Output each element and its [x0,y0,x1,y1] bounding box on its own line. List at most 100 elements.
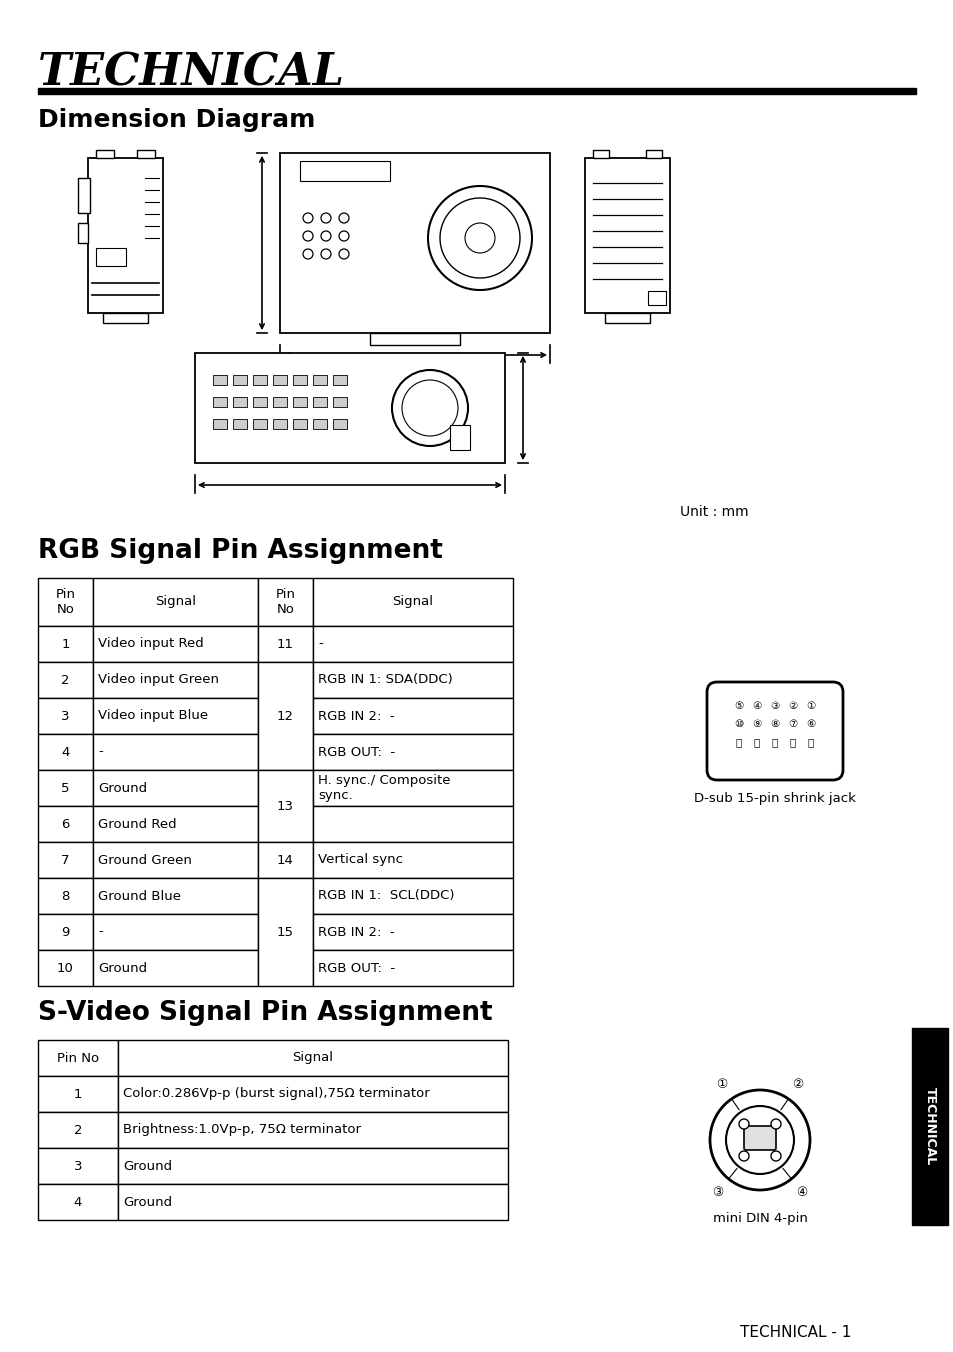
FancyBboxPatch shape [706,681,842,780]
Bar [313,734,513,771]
Bar [38,698,92,734]
Bar [313,419,327,429]
Bar [333,397,347,407]
Bar [92,771,257,806]
Text: ④: ④ [796,1186,807,1198]
Bar [38,1148,118,1184]
Bar [313,806,513,842]
Text: ⑮: ⑮ [735,737,741,748]
Text: D-sub 15-pin shrink jack: D-sub 15-pin shrink jack [694,792,855,804]
Bar [257,579,313,626]
Text: 11: 11 [276,638,294,650]
Text: 4: 4 [73,1195,82,1209]
Bar [313,914,513,950]
Bar [584,158,669,314]
Bar [233,375,247,385]
Text: ⑧: ⑧ [770,719,779,729]
Text: ⑨: ⑨ [752,719,760,729]
Text: Ground: Ground [123,1160,172,1172]
Text: ⑫: ⑫ [789,737,796,748]
Bar [273,397,287,407]
Text: 13: 13 [276,799,294,813]
Bar [92,877,257,914]
Bar [118,1148,507,1184]
Bar [38,626,92,662]
Text: Vertical sync: Vertical sync [317,853,402,867]
Circle shape [739,1119,748,1129]
Bar [313,877,513,914]
Bar [280,153,550,333]
Bar [293,419,307,429]
Text: 15: 15 [276,926,294,938]
Text: 10: 10 [57,961,74,975]
Bar [92,662,257,698]
Bar [96,150,113,158]
Bar [92,579,257,626]
Bar [299,161,390,181]
Text: TECHNICAL: TECHNICAL [38,51,345,95]
Bar [78,178,90,214]
Circle shape [739,1151,748,1161]
Text: Ground: Ground [98,961,147,975]
Bar [273,375,287,385]
Text: ①: ① [805,700,815,711]
Text: Brightness:1.0Vp-p, 75Ω terminator: Brightness:1.0Vp-p, 75Ω terminator [123,1124,360,1137]
Bar [213,419,227,429]
Bar [118,1184,507,1220]
Text: -: - [98,926,103,938]
Bar [118,1076,507,1111]
Bar [257,662,313,771]
Bar [92,626,257,662]
Text: Pin No: Pin No [57,1052,99,1064]
Bar [253,397,267,407]
Bar [78,223,88,243]
Text: ⑩: ⑩ [734,719,742,729]
Text: Video input Blue: Video input Blue [98,710,208,722]
Bar [92,734,257,771]
Bar [313,771,513,806]
Text: ③: ③ [712,1186,723,1198]
Bar [313,842,513,877]
Bar [450,425,470,450]
Text: Ground: Ground [123,1195,172,1209]
Text: 7: 7 [61,853,70,867]
Bar [38,771,92,806]
Text: mini DIN 4-pin: mini DIN 4-pin [712,1211,806,1225]
Bar [213,397,227,407]
Bar [313,397,327,407]
Text: Pin
No: Pin No [275,588,295,617]
Text: ②: ② [792,1079,802,1091]
Text: 12: 12 [276,710,294,722]
Bar [313,375,327,385]
Text: -: - [98,745,103,758]
Bar [313,698,513,734]
Bar [137,150,154,158]
Bar [38,88,915,95]
Text: ⑦: ⑦ [787,719,797,729]
Bar [293,397,307,407]
Text: RGB OUT:  -: RGB OUT: - [317,745,395,758]
Text: RGB IN 2:  -: RGB IN 2: - [317,710,395,722]
Bar [103,314,148,323]
Bar [38,1040,118,1076]
Bar [38,806,92,842]
Text: ①: ① [716,1079,727,1091]
Circle shape [770,1151,781,1161]
Bar [257,771,313,842]
Text: RGB Signal Pin Assignment: RGB Signal Pin Assignment [38,538,442,564]
Text: 1: 1 [73,1087,82,1101]
Bar [647,291,665,306]
Bar [38,877,92,914]
Bar [313,950,513,986]
Text: ②: ② [787,700,797,711]
Bar [38,662,92,698]
Text: Ground Red: Ground Red [98,818,176,830]
Bar [257,842,313,877]
Text: Dimension Diagram: Dimension Diagram [38,108,315,132]
Bar [38,1184,118,1220]
Bar [370,333,459,345]
Bar [213,375,227,385]
Bar [38,914,92,950]
Text: Ground Blue: Ground Blue [98,890,181,903]
Bar [333,375,347,385]
